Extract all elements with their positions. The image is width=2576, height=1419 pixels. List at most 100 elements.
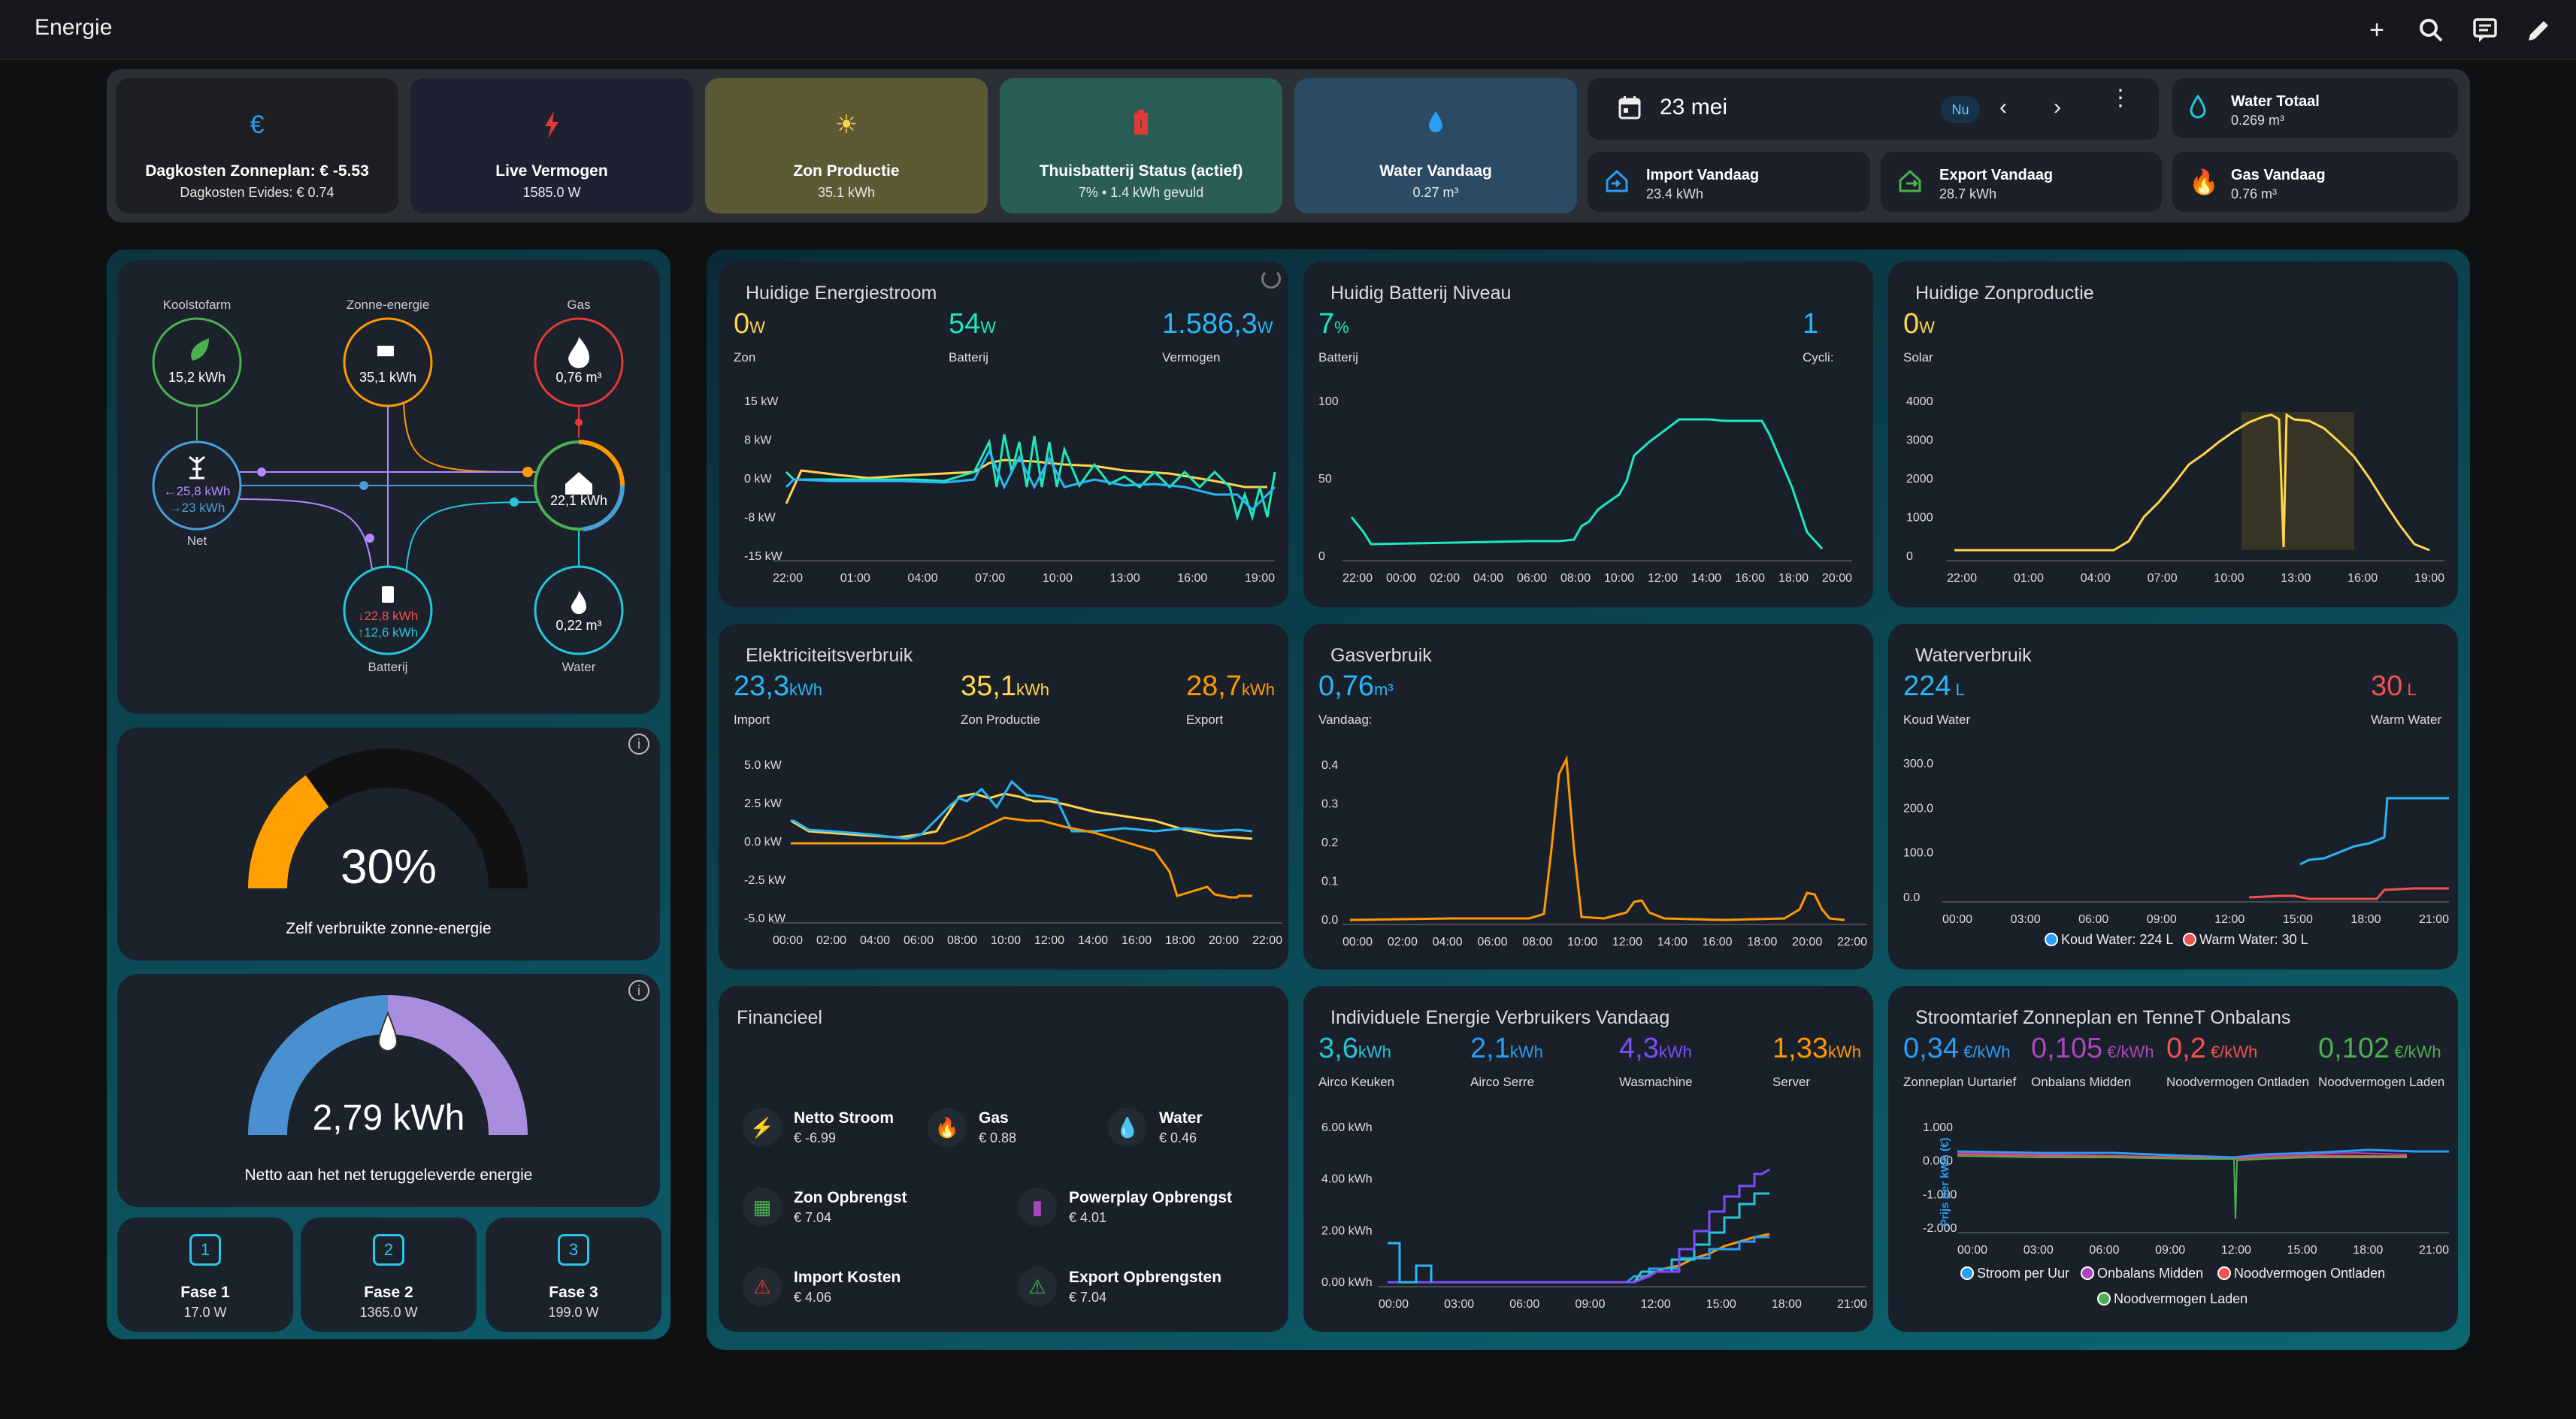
gauge-self-consumption-card: i 30% Zelf verbruikte zonne-energie	[117, 728, 660, 961]
y-tick-label: 0.0	[1321, 914, 1338, 927]
x-tick-label: 15:00	[1706, 1298, 1736, 1311]
x-tick-label: 16:00	[1703, 936, 1733, 949]
x-tick-label: 06:00	[1517, 572, 1547, 585]
y-tick-label: 0.3	[1321, 798, 1338, 811]
card-elektriciteitsverbruik: Elektriciteitsverbruik 23,3kWh Import 35…	[719, 624, 1288, 970]
info-icon[interactable]: i	[628, 734, 649, 755]
flow-batterij-out: ↑12,6 kWh	[357, 625, 419, 640]
pencil-icon[interactable]	[2523, 14, 2556, 47]
fase-2-card[interactable]: 2 Fase 2 1365.0 W	[301, 1218, 477, 1332]
x-tick-label: 06:00	[2078, 913, 2108, 926]
numeric-2-box-icon: 2	[373, 1234, 404, 1266]
tile-thuisbatterij[interactable]: ! Thuisbatterij Status (actief) 7% • 1.4…	[1000, 78, 1282, 213]
info-icon[interactable]: i	[628, 980, 649, 1001]
value-zon: 0W	[734, 308, 765, 340]
x-tick-label: 12:00	[1034, 934, 1064, 947]
solar-panel-icon: ▦	[743, 1188, 782, 1227]
value-batterij: 54W	[949, 308, 997, 340]
chat-icon[interactable]	[2469, 14, 2502, 47]
x-tick-label: 08:00	[1522, 936, 1552, 949]
y-tick-label: 0 kW	[744, 473, 772, 486]
x-tick-label: 20:00	[1792, 936, 1822, 949]
x-tick-label: 18:00	[1747, 936, 1777, 949]
x-tick-label: 19:00	[1245, 572, 1275, 585]
flow-gas-value: 0,76 m³	[555, 370, 602, 385]
x-tick-label: 06:00	[904, 934, 934, 947]
tile-live-vermogen[interactable]: Live Vermogen 1585.0 W	[410, 78, 693, 213]
gauge2-label: Netto aan het net teruggeleverde energie	[244, 1166, 533, 1184]
y-tick-label: 5.0 kW	[744, 759, 782, 772]
pill-import-vandaag[interactable]: Import Vandaag 23.4 kWh	[1588, 152, 1870, 212]
x-tick-label: 04:00	[907, 572, 937, 585]
x-tick-label: 15:00	[2287, 1244, 2317, 1257]
pill-water-totaal[interactable]: Water Totaal 0.269 m³	[2172, 78, 2458, 138]
chart-waterverbruik: 300.0 200.0 100.0 0.0 00:00 03:00 06:00 09:00 12…	[1903, 758, 2449, 926]
flow-huis-value: 22,1 kWh	[549, 493, 608, 508]
legend-stroom-per-uur[interactable]: Stroom per Uur	[1960, 1266, 2069, 1281]
flow-batterij-in: ↓22,8 kWh	[357, 609, 419, 623]
battery-icon: ▮	[1018, 1188, 1057, 1227]
search-icon[interactable]	[2414, 14, 2447, 47]
x-tick-label: 00:00	[1379, 1298, 1409, 1311]
y-tick-label: 4.00 kWh	[1321, 1173, 1373, 1186]
x-tick-label: 00:00	[1386, 572, 1416, 585]
chevron-right-icon[interactable]: ›	[2054, 95, 2061, 120]
x-tick-label: 20:00	[1822, 572, 1852, 585]
value-gas: 0,76m³	[1318, 670, 1394, 702]
x-tick-label: 07:00	[2148, 572, 2178, 585]
tower-icon: ⚠	[743, 1267, 782, 1306]
fire-icon: 🔥	[2189, 168, 2219, 195]
card-title: Financieel	[737, 1007, 822, 1028]
x-tick-label: 02:00	[1430, 572, 1460, 585]
x-tick-label: 12:00	[1612, 936, 1642, 949]
pill-export-vandaag[interactable]: Export Vandaag 28.7 kWh	[1881, 152, 2162, 212]
tile-dagkosten[interactable]: € Dagkosten Zonneplan: € -5.53 Dagkosten…	[116, 78, 398, 213]
value-noodvermogen-laden: 0,102 €/kWh	[2318, 1033, 2441, 1064]
x-tick-label: 18:00	[1772, 1298, 1802, 1311]
x-tick-label: 22:00	[773, 572, 803, 585]
legend-koud-water[interactable]: Koud Water: 224 L	[2045, 932, 2173, 948]
chevron-left-icon[interactable]: ‹	[1999, 95, 2007, 120]
pill-gas-vandaag[interactable]: 🔥 Gas Vandaag 0.76 m³	[2172, 152, 2458, 212]
x-tick-label: 13:00	[1110, 572, 1140, 585]
value-noodvermogen-ontladen: 0,2 €/kWh	[2166, 1033, 2258, 1064]
fase-3-card[interactable]: 3 Fase 3 199.0 W	[486, 1218, 661, 1332]
legend-noodvermogen-ontladen[interactable]: Noodvermogen Ontladen	[2217, 1266, 2385, 1281]
legend-noodvermogen-laden[interactable]: Noodvermogen Laden	[2097, 1291, 2248, 1307]
card-financieel: Financieel ⚡ Netto Stroom € -6.99 🔥 Gas € 0.…	[719, 986, 1288, 1332]
flow-net-in: ←25,8 kWh	[163, 484, 231, 498]
y-tick-label: 0.4	[1321, 759, 1338, 772]
x-tick-label: 09:00	[2155, 1244, 2185, 1257]
y-tick-label: 50	[1318, 473, 1332, 486]
x-tick-label: 18:00	[1778, 572, 1809, 585]
card-title: Gasverbruik	[1330, 645, 1432, 666]
value-server: 1,33kWh	[1772, 1033, 1861, 1064]
x-tick-label: 00:00	[773, 934, 803, 947]
value-import: 23,3kWh	[734, 670, 822, 702]
x-tick-label: 09:00	[1575, 1298, 1605, 1311]
tile-water-vandaag[interactable]: Water Vandaag 0.27 m³	[1294, 78, 1577, 213]
x-tick-label: 12:00	[2221, 1244, 2251, 1257]
flow-net-out: →23 kWh	[168, 501, 226, 515]
more-vert-icon[interactable]: ⋮	[2109, 86, 2132, 110]
legend-warm-water[interactable]: Warm Water: 30 L	[2183, 932, 2308, 948]
x-tick-label: 04:00	[1433, 936, 1463, 949]
y-tick-label: 0.0 kW	[744, 836, 782, 849]
value-batterij-pct: 7%	[1318, 308, 1349, 340]
fase-1-card[interactable]: 1 Fase 1 17.0 W	[117, 1218, 293, 1332]
legend-onbalans-midden[interactable]: Onbalans Midden	[2081, 1266, 2203, 1281]
now-button[interactable]: Nu	[1941, 96, 1980, 123]
tile-zon-productie[interactable]: ☀ Zon Productie 35.1 kWh	[705, 78, 988, 213]
y-tick-label: -8 kW	[744, 512, 776, 525]
x-tick-label: 10:00	[1604, 572, 1634, 585]
value-koud-water: 224 L	[1903, 670, 1965, 702]
x-tick-label: 12:00	[2214, 913, 2245, 926]
gauge1-value: 30%	[340, 840, 437, 894]
gauge2-value: 2,79 kWh	[312, 1098, 465, 1138]
plus-icon[interactable]: +	[2369, 16, 2384, 44]
x-tick-label: 21:00	[2419, 1244, 2449, 1257]
x-tick-label: 10:00	[1567, 936, 1597, 949]
tower-icon: ⚠	[1018, 1267, 1057, 1306]
value-cycli: 1	[1803, 308, 1819, 340]
